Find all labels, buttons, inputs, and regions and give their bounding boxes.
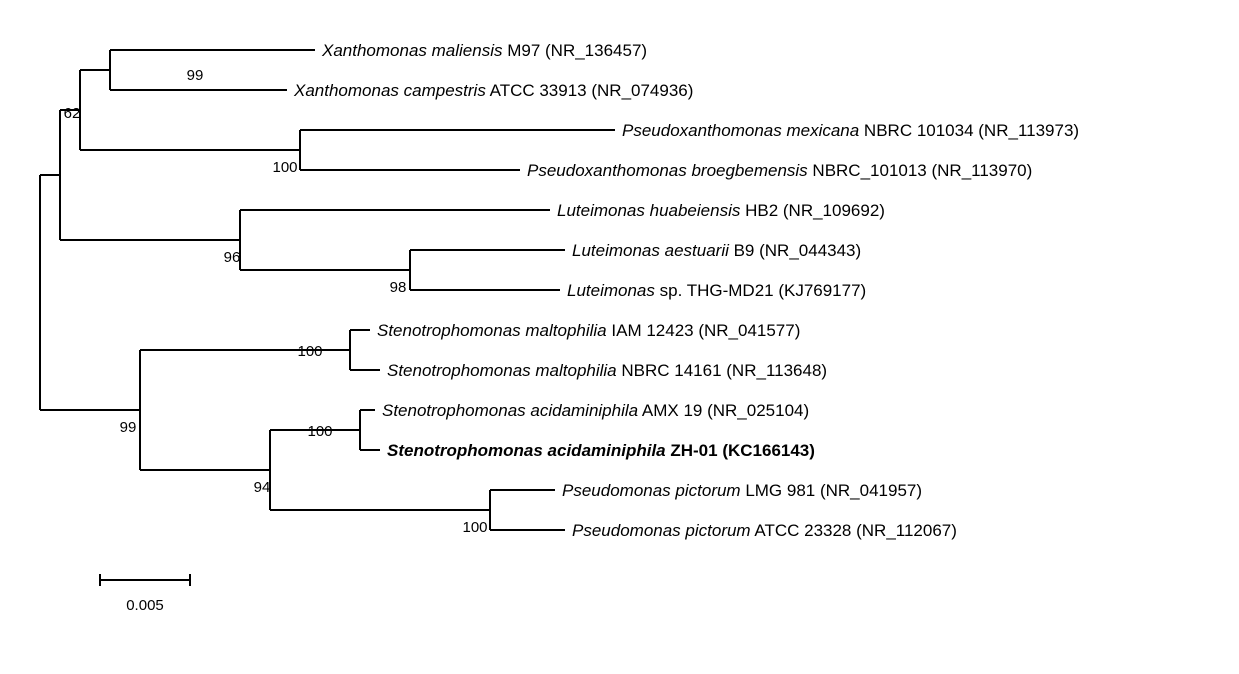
taxon-label: Stenotrophomonas maltophilia NBRC 14161 …: [387, 361, 827, 380]
scale-bar-label: 0.005: [126, 597, 164, 614]
bootstrap-value: 98: [390, 279, 407, 296]
bootstrap-value: 62: [64, 105, 81, 122]
bootstrap-value: 100: [297, 343, 322, 360]
phylogenetic-tree: 99 100 62 98 96 100 100 100 94 99 Xanthomonas mali…: [20, 20, 1239, 654]
taxon-label: Luteimonas sp. THG-MD21 (KJ769177): [567, 281, 866, 300]
bootstrap-value: 100: [462, 519, 487, 536]
taxon-label: Stenotrophomonas acidaminiphila AMX 19 (…: [382, 401, 809, 420]
taxon-label: Pseudoxanthomonas mexicana NBRC 101034 (…: [622, 121, 1079, 140]
taxon-label: Stenotrophomonas maltophilia IAM 12423 (…: [377, 321, 800, 340]
taxon-label: Xanthomonas campestris ATCC 33913 (NR_07…: [293, 81, 693, 100]
taxon-label: Xanthomonas maliensis M97 (NR_136457): [321, 41, 647, 60]
bootstrap-value: 100: [272, 159, 297, 176]
bootstrap-value: 99: [120, 419, 137, 436]
taxon-label: Luteimonas huabeiensis HB2 (NR_109692): [557, 201, 885, 220]
taxon-label: Pseudomonas pictorum ATCC 23328 (NR_1120…: [572, 521, 957, 540]
bootstrap-value: 100: [307, 423, 332, 440]
bootstrap-value: 96: [224, 249, 241, 266]
taxon-label: Pseudomonas pictorum LMG 981 (NR_041957): [562, 481, 922, 500]
bootstrap-value: 99: [187, 67, 204, 84]
bootstrap-value: 94: [254, 479, 271, 496]
taxon-label: Luteimonas aestuarii B9 (NR_044343): [572, 241, 861, 260]
taxon-label: Pseudoxanthomonas broegbemensis NBRC_101…: [527, 161, 1032, 180]
taxon-label: Stenotrophomonas acidaminiphila ZH-01 (K…: [387, 441, 815, 460]
